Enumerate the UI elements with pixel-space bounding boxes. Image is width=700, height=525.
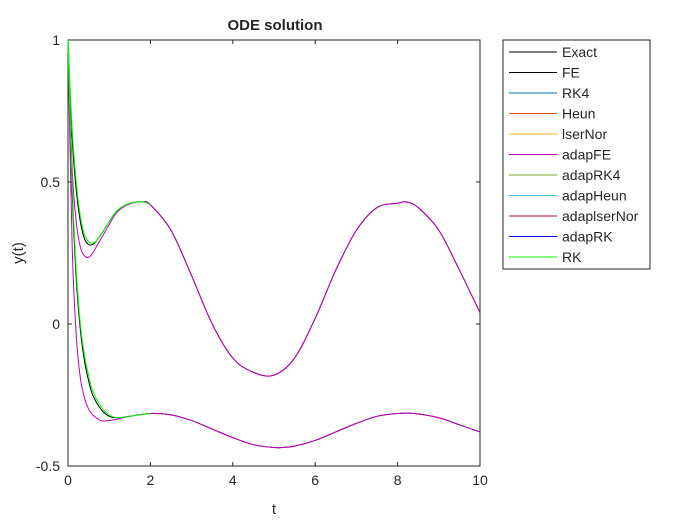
legend-label-adapfe: adapFE [562, 147, 611, 163]
series-line-rk-1 [67, 39, 151, 244]
plot-lines [67, 39, 481, 449]
legend-label-exact: Exact [562, 44, 597, 60]
legend-label-heun: Heun [562, 106, 595, 122]
x-axis-ticks: 0 2 4 6 8 10 [64, 40, 488, 488]
chart-title: ODE solution [228, 17, 323, 34]
series-line-adapfe-2 [67, 39, 481, 449]
legend-label-lsernor: lserNor [562, 126, 607, 142]
legend-items: Exact FE RK4 Heun lserNor adapFE adapRK4 adapHe… [509, 44, 639, 265]
legend-label-rk4: RK4 [562, 85, 589, 101]
x-tick-label: 2 [147, 472, 155, 488]
x-axis-label: t [272, 501, 277, 518]
legend-label-adapheun: adapHeun [562, 188, 627, 204]
y-axis-ticks: -0.5 0 0.5 1 [36, 32, 480, 474]
y-tick-label: 0 [52, 316, 60, 332]
legend-label-adaprk4: adapRK4 [562, 167, 621, 183]
y-axis-label: y(t) [10, 242, 27, 264]
y-tick-label: 0.5 [41, 174, 61, 190]
legend-label-adaprk: adapRK [562, 229, 613, 245]
x-tick-label: 4 [229, 472, 237, 488]
axes-box [67, 39, 481, 467]
legend-label-rk: RK [562, 249, 582, 265]
legend: Exact FE RK4 Heun lserNor adapFE adapRK4 adapHe… [502, 39, 651, 270]
x-tick-label: 10 [472, 472, 488, 488]
x-tick-label: 8 [394, 472, 402, 488]
x-tick-label: 6 [311, 472, 319, 488]
legend-label-fe: FE [562, 65, 580, 81]
y-tick-label: 1 [52, 32, 60, 48]
series-line-adapfe-1 [67, 39, 481, 377]
legend-label-adaplsernor: adaplserNor [562, 208, 639, 224]
series-line-rk-2 [67, 39, 151, 419]
y-tick-label: -0.5 [36, 458, 60, 474]
x-tick-label: 0 [64, 472, 72, 488]
